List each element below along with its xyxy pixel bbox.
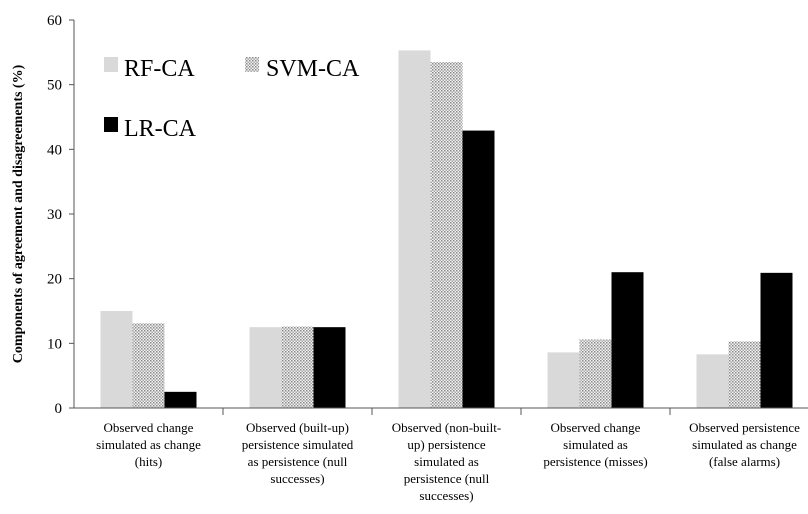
x-category-label-line: simulated as change [96,437,201,452]
bar-rf-ca [249,327,282,408]
x-category-label: Observed change simulated as persistence (… [543,420,647,469]
y-axis-title: Components of agreement and disagreement… [11,64,26,363]
legend-label-lr-ca: LR-CA [124,116,197,142]
bar-rf-ca [398,50,431,408]
bar-svm-ca [430,62,463,409]
x-category-label-line: successes) [419,488,473,503]
legend-label-svm-ca: SVM-CA [266,56,360,82]
x-category-label-line: persistence simulated [242,437,354,452]
bar-svm-ca [579,339,612,408]
x-category-label-line: (false alarms) [709,454,780,469]
x-category-label-line: successes) [270,471,324,486]
legend-swatch-svm-ca [245,57,259,72]
x-category-label-line: Observed (non-built- [392,420,501,435]
y-tick-label: 40 [47,142,62,158]
x-category-label-line: simulated as [563,437,628,452]
bar-rf-ca [696,354,729,408]
x-category-label-line: persistence (null [404,471,490,486]
legend-label-rf-ca: RF-CA [124,56,195,82]
legend-swatch-lr-ca [104,117,118,132]
y-tick-label: 10 [47,336,62,352]
y-tick-label: 30 [47,207,62,223]
x-category-label: Observed change simulated as change (hits) [96,420,201,469]
x-category-label-line: (hits) [135,454,162,469]
x-category-label-line: Observed change [551,420,641,435]
bar-svm-ca [728,341,761,408]
x-category-label: Observed persistence simulated as change (… [689,420,800,469]
bar-svm-ca [281,326,314,408]
y-tick-label: 50 [47,78,62,94]
y-tick-label: 60 [47,13,62,29]
x-category-label-line: up) persistence [407,437,486,452]
x-category-label-line: as persistence (null [248,454,348,469]
legend-swatch-rf-ca [104,57,118,72]
bar-lr-ca [760,272,793,408]
x-category-label: Observed (built-up) persistence simulated… [242,420,354,486]
bar-lr-ca [462,130,495,408]
x-category-label-line: persistence (misses) [543,454,647,469]
bar-lr-ca [611,272,644,408]
x-category-label-line: Observed persistence [689,420,800,435]
bar-lr-ca [164,391,197,408]
x-category-label-line: simulated as [414,454,479,469]
x-category-label: Observed (non-built-up) persistence simul… [392,420,501,503]
y-tick-label: 20 [47,272,62,288]
x-category-label-line: Observed (built-up) [246,420,349,435]
bar-rf-ca [100,311,133,408]
bar-lr-ca [313,327,346,408]
x-category-label-line: Observed change [104,420,194,435]
bar-rf-ca [547,352,580,408]
bar-svm-ca [132,323,165,408]
x-category-label-line: simulated as change [692,437,797,452]
y-tick-label: 0 [55,401,63,417]
